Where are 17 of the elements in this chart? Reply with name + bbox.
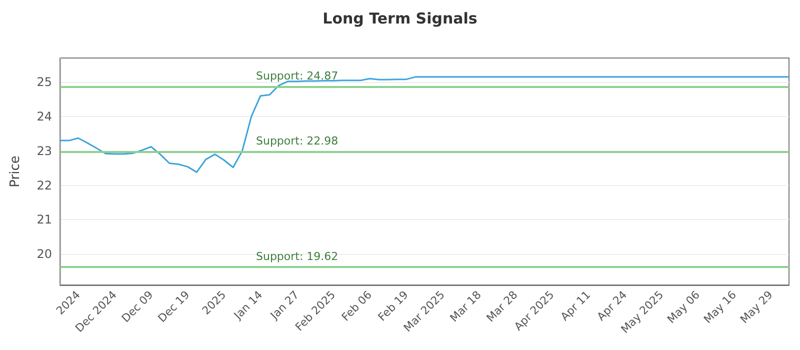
y-axis-title: Price (8, 156, 23, 188)
x-tick-label: Feb 06 (339, 288, 374, 324)
x-tick-label: Apr 11 (558, 288, 594, 324)
y-tick-label: 24 (36, 109, 52, 124)
y-tick-label: 23 (36, 144, 52, 158)
x-tick-label: Jan 14 (230, 288, 266, 323)
ref-line-label: Support: 24.87 (256, 70, 338, 83)
ref-line-label: Support: 22.98 (256, 134, 338, 148)
x-tick-label: Dec 09 (119, 288, 156, 325)
x-tick-label: Mar 18 (448, 288, 484, 325)
chart-title: Long Term Signals (322, 10, 478, 28)
x-tick-label: Dec 19 (156, 288, 192, 325)
y-tick-label: 21 (36, 212, 52, 227)
ref-line-label: Support: 19.62 (256, 250, 338, 264)
y-tick-label: 20 (36, 247, 52, 262)
y-tick-label: 22 (36, 178, 52, 192)
y-tick-label: 25 (36, 75, 52, 90)
